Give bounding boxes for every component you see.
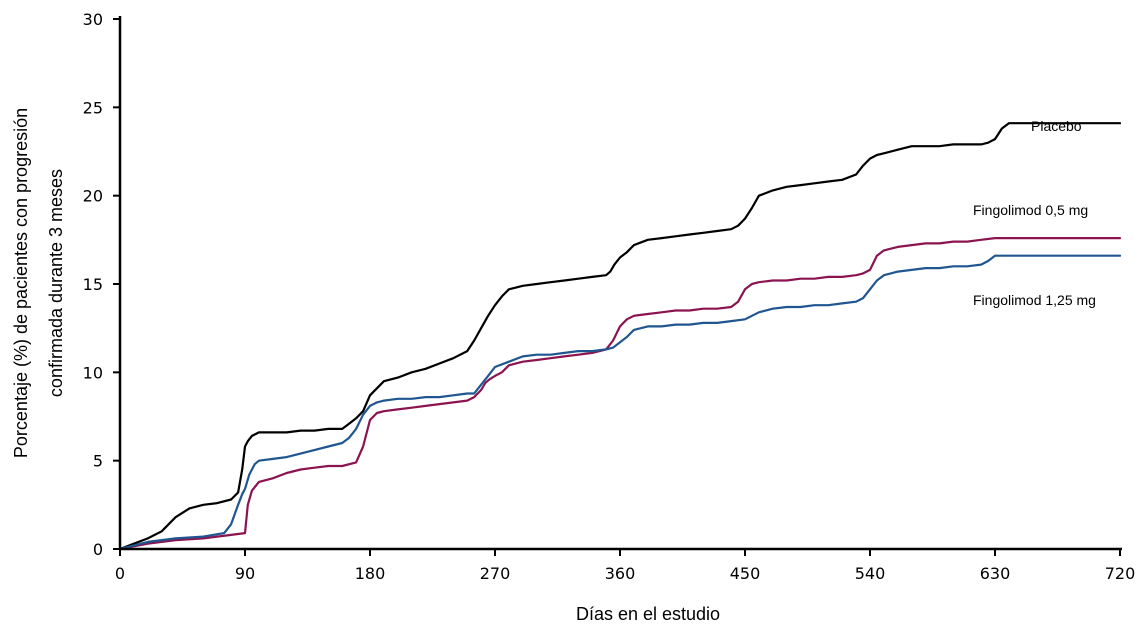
x-tick-label-720: 720 xyxy=(1105,564,1136,583)
series-line-1 xyxy=(118,237,1122,551)
x-tick-label-90: 90 xyxy=(235,564,255,583)
x-tick-label-540: 540 xyxy=(855,564,886,583)
y-tick-label-20: 20 xyxy=(83,187,103,206)
series-label-fingolimod-05: Fingolimod 0,5 mg xyxy=(973,202,1088,218)
x-axis-title: Días en el estudio xyxy=(576,604,720,624)
x-tick-label-450: 450 xyxy=(730,564,761,583)
y-axis-title-line1: Porcentaje (%) de pacientes con progresi… xyxy=(11,108,31,458)
y-tick-label-5: 5 xyxy=(93,452,103,471)
series-line-2 xyxy=(118,254,1122,551)
y-tick-label-10: 10 xyxy=(83,363,103,382)
y-tick-label-15: 15 xyxy=(83,275,103,294)
series-layer xyxy=(118,122,1122,551)
x-tick-label-270: 270 xyxy=(480,564,511,583)
y-tick-label-30: 30 xyxy=(83,10,103,29)
x-tick-label-360: 360 xyxy=(605,564,636,583)
series-label-placebo: Placebo xyxy=(1031,118,1082,134)
x-tick-label-180: 180 xyxy=(355,564,386,583)
x-tick-label-630: 630 xyxy=(980,564,1011,583)
y-tick-label-25: 25 xyxy=(83,98,103,117)
y-axis-title: Porcentaje (%) de pacientes con progresi… xyxy=(11,108,66,458)
y-axis-title-line2: confirmada durante 3 meses xyxy=(46,169,66,397)
series-labels: Placebo Fingolimod 0,5 mg Fingolimod 1,2… xyxy=(973,118,1096,308)
series-line-0 xyxy=(118,122,1122,551)
y-tick-label-0: 0 xyxy=(93,540,103,559)
x-tick-label-0: 0 xyxy=(115,564,125,583)
series-label-fingolimod-125: Fingolimod 1,25 mg xyxy=(973,292,1096,308)
axes-layer: 0 90 180 270 360 450 540 630 720 0 5 10 15 20 25 30 xyxy=(83,10,1136,583)
